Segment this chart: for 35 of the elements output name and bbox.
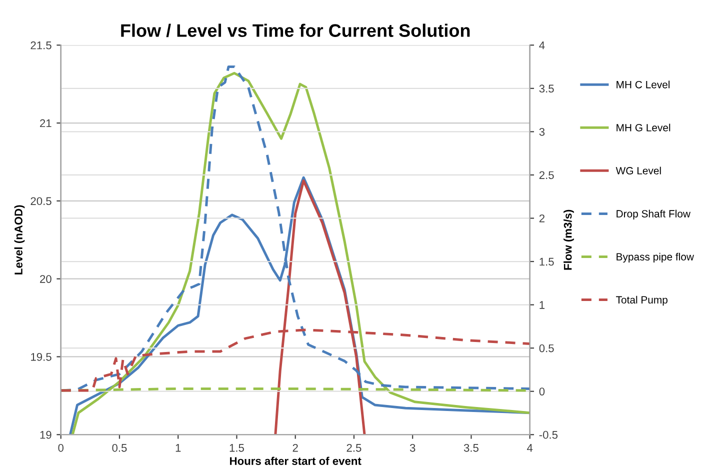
y2-tick-label: 4 [539, 42, 545, 50]
legend-label: Total Pump [616, 296, 668, 306]
y2-tick-label: 1 [540, 301, 545, 309]
y-tick-label: 20.5 [30, 197, 52, 206]
y2-axis-title: Flow (m3/s) [564, 210, 574, 270]
y2-tick-label: 3.5 [539, 84, 554, 93]
legend-label: WG Level [616, 166, 661, 174]
x-tick-label: 2 [292, 444, 298, 452]
y-tick-label: 21.5 [30, 41, 52, 50]
y-tick-label: 19.5 [31, 352, 52, 361]
y-tick-label: 19 [40, 430, 52, 439]
x-tick-label: 1.5 [230, 444, 244, 452]
y2-tick-label: 1.5 [540, 258, 554, 266]
x-tick-label: 0.5 [112, 444, 127, 452]
chart-title: Flow / Level vs Time for Current Solution [121, 24, 470, 38]
y2-tick-label: 3 [539, 128, 545, 136]
y-tick-label: 20 [40, 275, 52, 283]
x-tick-label: 0 [58, 444, 64, 452]
y-axis-title: Level (nAOD) [14, 205, 25, 274]
y2-tick-label: 2 [539, 214, 544, 222]
legend-label: Drop Shaft Flow [616, 210, 691, 220]
legend-label: Bypass pipe flow [616, 252, 694, 263]
x-tick-label: 3 [410, 444, 416, 452]
x-tick-label: 2.5 [346, 444, 362, 452]
y2-tick-label: 0 [539, 388, 545, 396]
y2-tick-label: -0.5 [539, 430, 558, 439]
legend-label: MH C Level [616, 80, 670, 88]
y2-tick-label: 0.5 [539, 344, 554, 352]
y-tick-label: 21 [40, 119, 52, 128]
x-tick-label: 1 [176, 444, 181, 452]
y2-tick-label: 2.5 [539, 171, 554, 180]
x-axis-title: Hours after start of event [230, 456, 362, 465]
x-tick-label: 3.5 [464, 444, 478, 452]
x-tick-label: 4 [527, 444, 533, 452]
legend-label: MH G Level [616, 124, 670, 132]
